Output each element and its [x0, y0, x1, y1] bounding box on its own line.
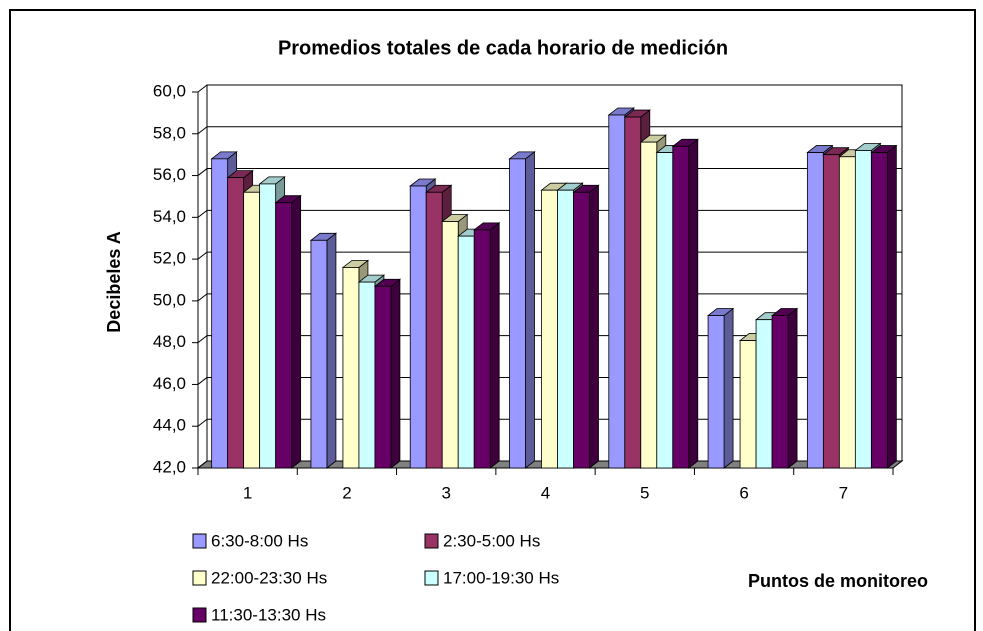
grid-line-side: [197, 251, 208, 260]
legend-label: 11:30-13:30 Hs: [211, 605, 326, 624]
chart-frame: [9, 9, 976, 631]
bar-front: [771, 315, 789, 469]
bar-front: [509, 158, 526, 469]
bar-front: [425, 191, 443, 469]
bar-front: [624, 116, 642, 469]
legend-swatch: [424, 570, 439, 586]
y-axis-title: Decibeles A: [104, 231, 124, 332]
grid-line-side: [197, 126, 208, 135]
bar-front: [557, 189, 574, 469]
grid-line-side: [197, 460, 208, 469]
bar-front: [707, 315, 725, 469]
bar-side: [886, 144, 897, 469]
bar: [706, 307, 735, 469]
bar: [473, 222, 501, 469]
x-axis-title: Puntos de monitoreo: [748, 571, 928, 591]
bar-front: [275, 202, 293, 469]
legend-label: 22:00-23:30 Hs: [211, 568, 327, 587]
grid-line-side: [197, 418, 208, 427]
bar-front: [608, 114, 626, 469]
bar-front: [806, 152, 824, 469]
legend-label: 17:00-19:30 Hs: [443, 568, 559, 587]
x-tick-label: 1: [243, 483, 252, 502]
bar-front: [672, 145, 690, 469]
bar-front: [755, 319, 773, 469]
y-tick-label: 52,0: [153, 249, 186, 268]
chart-title: Promedios totales de cada horario de med…: [278, 37, 728, 59]
grid-line-side: [197, 335, 208, 344]
bar-front: [573, 191, 590, 469]
grid-line-side: [197, 209, 208, 218]
bar-side: [326, 232, 337, 469]
bar-front: [310, 239, 328, 469]
bar-side: [390, 278, 401, 469]
grid-line-side: [197, 84, 208, 93]
y-tick-label: 50,0: [153, 290, 186, 309]
bar-front: [870, 152, 888, 469]
bar-front: [374, 285, 392, 469]
bar-front: [211, 158, 229, 469]
y-tick-label: 42,0: [153, 457, 186, 476]
x-tick-label: 6: [739, 483, 748, 502]
legend-swatch: [192, 570, 207, 586]
grid-line-side: [197, 168, 208, 176]
bar-front: [441, 221, 459, 469]
bar-front: [854, 150, 872, 469]
bar-front: [656, 152, 674, 469]
bar-front: [243, 191, 261, 469]
bar-front: [457, 235, 475, 469]
bar-front: [541, 189, 558, 469]
bar-front: [358, 281, 376, 469]
bar-side: [688, 138, 699, 469]
bar: [274, 194, 302, 469]
bar-front: [822, 154, 840, 469]
grid-line-side: [197, 293, 208, 302]
bar-side: [787, 307, 798, 469]
bar-front: [342, 267, 360, 469]
legend-swatch: [192, 533, 207, 549]
bar: [770, 307, 799, 469]
y-tick-label: 58,0: [153, 123, 186, 142]
x-tick-label: 5: [640, 483, 649, 502]
bar: [373, 278, 402, 469]
x-tick-label: 4: [541, 483, 550, 502]
bar: [309, 232, 338, 469]
bar-side: [589, 184, 599, 469]
legend-label: 6:30-8:00 Hs: [211, 531, 308, 550]
bar-front: [640, 141, 658, 469]
bar: [671, 138, 699, 469]
x-tick-label: 3: [441, 483, 450, 502]
bar: [870, 144, 898, 469]
y-tick-label: 48,0: [153, 332, 186, 351]
bar-side: [723, 307, 734, 469]
bar-front: [227, 177, 245, 469]
bar-front: [409, 185, 427, 469]
bar-front: [259, 183, 277, 469]
bar: [508, 151, 536, 469]
y-tick-label: 46,0: [153, 374, 186, 393]
y-tick-label: 44,0: [153, 416, 186, 435]
bar-front: [739, 340, 757, 469]
bar: [572, 184, 600, 469]
y-tick-label: 54,0: [153, 207, 186, 226]
grid-line-side: [197, 377, 208, 385]
x-tick-label: 7: [839, 483, 848, 502]
y-tick-label: 60,0: [153, 81, 186, 100]
x-tick-label: 2: [342, 483, 351, 502]
legend-label: 2:30-5:00 Hs: [443, 531, 540, 550]
bar-front: [473, 229, 491, 469]
bar-side: [489, 222, 500, 469]
legend-swatch: [424, 533, 439, 549]
bar-side: [525, 151, 535, 469]
bar-side: [291, 194, 302, 469]
y-tick-label: 56,0: [153, 165, 186, 184]
legend-swatch: [192, 607, 207, 623]
bar-front: [838, 156, 856, 469]
